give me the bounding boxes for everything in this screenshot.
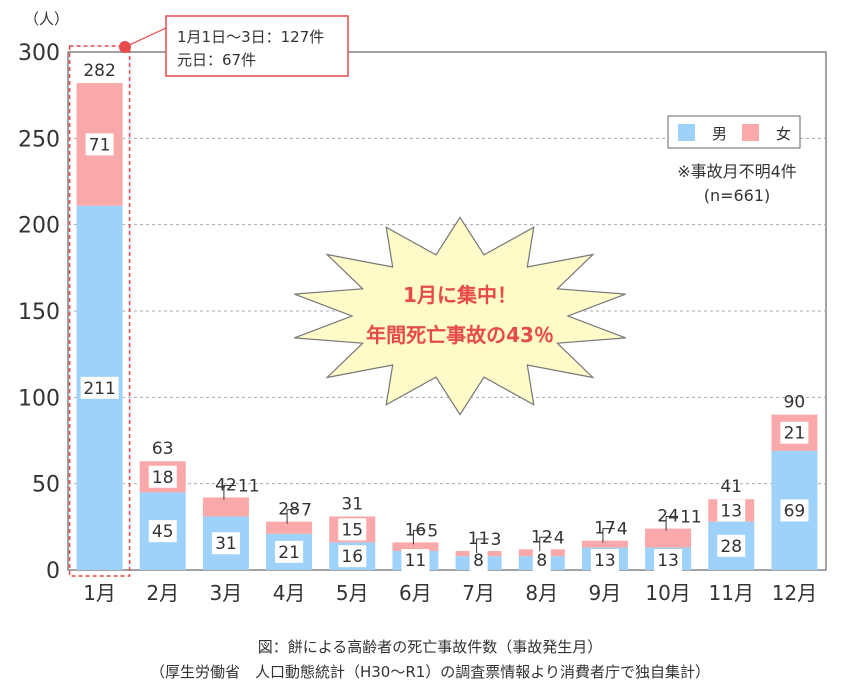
figure-source-note: （厚生労働省 人口動態統計（H30〜R1）の調査票情報より消費者庁で独自集計） — [149, 663, 711, 681]
legend-swatch-female — [742, 124, 759, 141]
male-value-label: 13 — [657, 551, 679, 571]
note-sample-size: (n=661) — [704, 186, 771, 205]
legend-label-male: 男 — [712, 125, 727, 143]
female-value-label: 21 — [784, 424, 806, 444]
legend-swatch-male — [678, 124, 695, 141]
total-label: 90 — [784, 393, 806, 413]
male-label-bg — [469, 549, 488, 571]
female-leader-line — [412, 529, 426, 545]
female-label-bg — [780, 421, 809, 444]
female-value-label: 11 — [238, 476, 260, 496]
x-tick-label: 3月 — [210, 581, 243, 605]
female-value-label: 18 — [152, 468, 174, 488]
total-label: 282 — [83, 61, 115, 81]
female-label-bg — [717, 499, 746, 522]
x-tick-label: 4月 — [273, 581, 306, 605]
male-value-label: 28 — [720, 537, 742, 557]
female-value-label: 13 — [720, 501, 742, 521]
male-value-label: 69 — [784, 501, 806, 521]
y-tick-label: 150 — [18, 300, 60, 325]
male-label-bg — [338, 545, 367, 568]
figure-caption: 図：餅による高齢者の死亡事故件数（事故発生月） — [257, 638, 603, 656]
total-label: 31 — [341, 494, 363, 514]
callout-text: 元日：67件 — [177, 51, 256, 69]
total-label: 41 — [720, 477, 742, 497]
female-value-label: 5 — [427, 521, 438, 541]
female-value-label: 15 — [341, 520, 363, 540]
x-tick-label: 11月 — [709, 581, 754, 605]
total-label: 63 — [152, 439, 174, 459]
x-tick-label: 10月 — [645, 581, 690, 605]
note-unknown-month: ※事故月不明4件 — [677, 162, 797, 181]
male-value-label: 31 — [215, 534, 237, 554]
x-tick-label: 1月 — [83, 581, 116, 605]
female-leader-line — [665, 516, 679, 531]
female-leader-line — [223, 484, 236, 500]
female-leader-line — [602, 528, 615, 543]
legend-label-female: 女 — [776, 125, 791, 143]
female-leader-line — [539, 536, 552, 552]
bar-segment-female — [645, 528, 692, 548]
male-label-bg — [401, 549, 430, 571]
female-label-bg — [338, 518, 367, 541]
male-label-bg — [532, 549, 551, 571]
y-tick-label: 250 — [18, 127, 60, 152]
x-tick-label: 7月 — [462, 581, 495, 605]
male-value-label: 8 — [536, 551, 547, 571]
male-label-bg — [654, 549, 683, 571]
female-value-label: 4 — [554, 528, 565, 548]
highlight-box — [68, 45, 131, 577]
male-value-label: 13 — [594, 551, 616, 571]
female-value-label: 71 — [89, 135, 111, 155]
starburst-text: 年間死亡事故の43％ — [366, 323, 554, 347]
female-value-label: 3 — [491, 530, 502, 550]
y-tick-label: 200 — [18, 214, 60, 239]
female-value-label: 4 — [617, 520, 628, 540]
x-tick-label: 5月 — [336, 581, 369, 605]
bar-segment-female — [266, 521, 313, 534]
male-value-label: 45 — [152, 522, 174, 542]
male-value-label: 211 — [83, 379, 115, 399]
x-tick-label: 2月 — [146, 581, 179, 605]
starburst-text: 1月に集中！ — [403, 283, 517, 307]
y-tick-label: 50 — [32, 473, 60, 498]
female-leader-line — [476, 538, 489, 554]
male-label-bg — [780, 499, 809, 522]
male-label-bg — [211, 532, 240, 555]
bar-segment-female — [202, 497, 249, 517]
callout-text: 1月1日〜3日：127件 — [177, 28, 324, 46]
male-value-label: 11 — [405, 551, 427, 571]
male-label-bg — [275, 540, 304, 563]
female-leader-line — [286, 509, 300, 524]
y-tick-label: 0 — [46, 559, 60, 584]
male-value-label: 8 — [473, 551, 484, 571]
bar-segment-female — [392, 542, 439, 552]
y-axis-unit: （人） — [24, 10, 69, 28]
male-label-bg — [717, 534, 746, 557]
male-value-label: 16 — [341, 547, 363, 567]
callout-box — [165, 15, 349, 77]
x-tick-label: 12月 — [772, 581, 817, 605]
female-label-bg — [85, 133, 114, 156]
callout-line — [124, 27, 167, 48]
x-tick-label: 6月 — [399, 581, 432, 605]
female-label-bg — [148, 465, 177, 488]
x-tick-label: 8月 — [525, 581, 558, 605]
y-tick-label: 300 — [18, 41, 60, 66]
bar-chart: 050100150200250300（人）1月282211712月6345183… — [18, 10, 827, 605]
female-value-label: 7 — [301, 501, 312, 521]
male-value-label: 21 — [278, 543, 300, 563]
female-value-label: 11 — [680, 508, 702, 528]
y-tick-label: 100 — [18, 386, 60, 411]
male-label-bg — [148, 520, 177, 543]
male-label-bg — [590, 549, 619, 571]
starburst-shape — [294, 216, 626, 416]
x-tick-label: 9月 — [589, 581, 622, 605]
bar-segment-female — [581, 540, 628, 548]
male-label-bg — [80, 376, 119, 399]
